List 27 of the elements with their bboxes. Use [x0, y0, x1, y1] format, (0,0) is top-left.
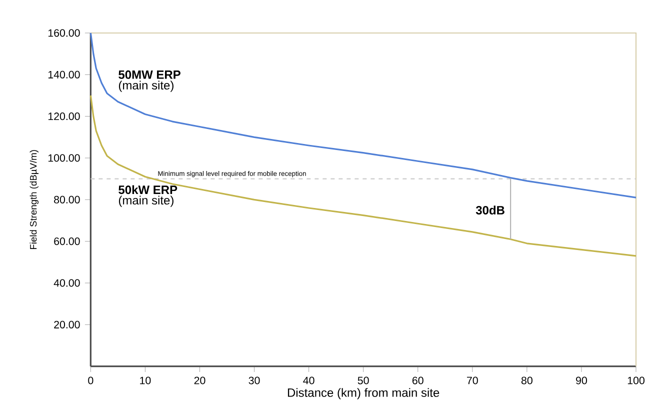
- x-tick-label: 40: [303, 376, 314, 384]
- annotation: 50MW ERP: [118, 70, 180, 79]
- y-axis-title: Field Strength (dBµV/m): [30, 150, 38, 250]
- annotation: (main site): [118, 196, 174, 207]
- y-tick-label: 20.00: [54, 320, 80, 328]
- line-series: [90, 94, 637, 257]
- annotation: 30dB: [476, 206, 504, 214]
- x-tick-label: 0: [88, 376, 94, 384]
- x-axis-title: Distance (km) from main site: [288, 388, 440, 400]
- x-tick-label: 90: [576, 376, 587, 384]
- y-tick-label: 60.00: [54, 238, 80, 246]
- x-tick-label: 20: [194, 376, 206, 384]
- y-tick-label: 160.00: [48, 29, 80, 37]
- annotation: (main site): [118, 80, 174, 92]
- y-tick-label: 80.00: [54, 196, 80, 204]
- x-tick-label: 50: [358, 376, 369, 384]
- annotation: 50kW ERP: [118, 185, 178, 194]
- x-tick-label: 10: [140, 376, 151, 384]
- x-tick-label: 80: [521, 376, 532, 384]
- y-tick-label: 140.00: [48, 70, 80, 78]
- x-tick-label: 60: [412, 376, 424, 384]
- x-tick-label: 100: [628, 376, 644, 384]
- x-tick-label: 30: [248, 376, 260, 384]
- x-tick-label: 70: [467, 376, 478, 384]
- y-tick-label: 100.00: [48, 154, 80, 162]
- y-tick-label: 120.00: [48, 112, 80, 120]
- y-tick-label: 40.00: [54, 279, 80, 287]
